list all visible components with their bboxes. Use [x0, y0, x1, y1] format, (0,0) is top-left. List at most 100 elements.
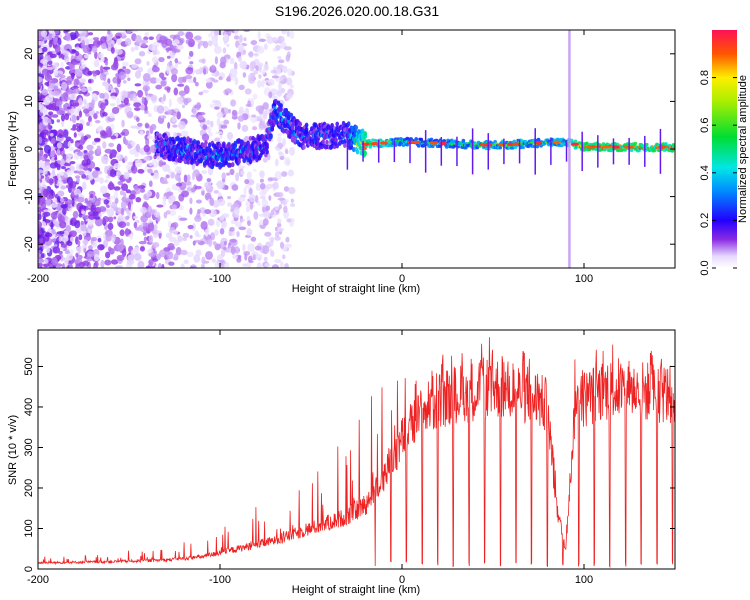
noise-blob [201, 133, 210, 142]
top-x-axis-label: Height of straight line (km) [292, 283, 420, 295]
noise-blob [115, 73, 119, 78]
noise-blob [105, 233, 113, 242]
noise-blob [166, 191, 174, 196]
noise-blob [242, 243, 246, 252]
noise-blob [94, 261, 99, 268]
noise-blob [189, 197, 193, 205]
ridge-cell [367, 138, 371, 143]
noise-blob [226, 172, 231, 176]
noise-blob [116, 170, 122, 176]
noise-blob [283, 46, 292, 51]
noise-blob [123, 68, 131, 75]
noise-blob [115, 265, 124, 268]
noise-blob [96, 145, 102, 154]
noise-blob [142, 221, 148, 227]
noise-blob [80, 223, 87, 232]
noise-blob [233, 61, 238, 71]
noise-blob [146, 190, 153, 197]
noise-blob [168, 199, 173, 204]
noise-blob [179, 217, 188, 221]
noise-blob [77, 131, 85, 137]
noise-blob [44, 74, 53, 82]
noise-blob [248, 51, 254, 58]
noise-blob [99, 177, 104, 184]
noise-blob [283, 205, 288, 214]
noise-blob [214, 261, 221, 268]
noise-blob [193, 76, 197, 84]
noise-blob [60, 74, 66, 79]
noise-blob [115, 49, 123, 55]
noise-blob [115, 152, 121, 161]
noise-blob [247, 178, 255, 186]
noise-blob [224, 185, 229, 190]
ridge-peak [370, 142, 379, 146]
noise-blob [216, 180, 225, 190]
noise-blob [238, 56, 242, 62]
noise-blob [109, 103, 116, 107]
noise-blob [38, 136, 43, 144]
noise-blob [107, 222, 114, 231]
ridge-peak [511, 142, 520, 146]
noise-blob [262, 245, 270, 255]
noise-blob [182, 104, 186, 109]
noise-blob [109, 168, 117, 178]
noise-blob [186, 251, 194, 258]
noise-blob [183, 259, 189, 265]
noise-blob [171, 73, 178, 83]
noise-blob [147, 222, 155, 232]
noise-blob [50, 203, 58, 208]
noise-blob [40, 30, 48, 38]
noise-blob [195, 199, 202, 204]
noise-blob [282, 200, 288, 206]
noise-blob [42, 116, 50, 126]
noise-blob [73, 102, 80, 107]
noise-blob [51, 228, 56, 235]
noise-blob [212, 79, 219, 83]
top-y-ticks: -20 -10 0 10 20 [23, 48, 675, 252]
noise-blob [117, 214, 124, 224]
noise-blob [289, 30, 295, 39]
noise-blob [282, 65, 288, 74]
noise-blob [267, 78, 275, 86]
noise-blob [127, 254, 135, 262]
noise-blob [63, 163, 72, 167]
snr-panel: -200 -100 0 100 0 100 200 300 400 500 Height of … [7, 329, 676, 596]
colorbar-tick-label: 0.8 [699, 70, 711, 85]
noise-blob [263, 256, 268, 262]
noise-blob [211, 72, 216, 76]
ridge-cell [182, 136, 187, 142]
noise-blob [255, 253, 263, 261]
noise-blob [160, 76, 167, 81]
noise-blob [146, 61, 150, 66]
ridge-peak [438, 141, 447, 145]
colorbar-gradient [712, 30, 737, 268]
noise-blob [206, 178, 211, 182]
noise-blob [167, 169, 172, 174]
noise-blob [143, 36, 149, 41]
ridge-cell [351, 147, 356, 153]
noise-blob [130, 46, 135, 52]
noise-blob [290, 203, 296, 208]
noise-blob [111, 106, 120, 115]
noise-blob [65, 184, 70, 189]
noise-blob [116, 254, 125, 262]
noise-blob [166, 87, 171, 93]
noise-blob [202, 40, 209, 49]
noise-blob [190, 187, 196, 193]
noise-blob [139, 149, 145, 155]
ridge-cell [629, 148, 634, 153]
noise-blob [78, 213, 83, 218]
noise-blob [43, 211, 51, 217]
noise-blob [104, 259, 112, 266]
noise-blob [204, 209, 212, 215]
noise-blob [92, 37, 100, 41]
noise-blob [259, 219, 265, 226]
noise-blob [88, 150, 94, 156]
ridge-cell [360, 128, 365, 134]
noise-blob [56, 231, 65, 235]
noise-blob [229, 226, 235, 232]
ridge-peak [552, 140, 561, 144]
noise-blob [143, 156, 151, 162]
noise-blob [125, 189, 131, 194]
noise-blob [122, 79, 127, 84]
